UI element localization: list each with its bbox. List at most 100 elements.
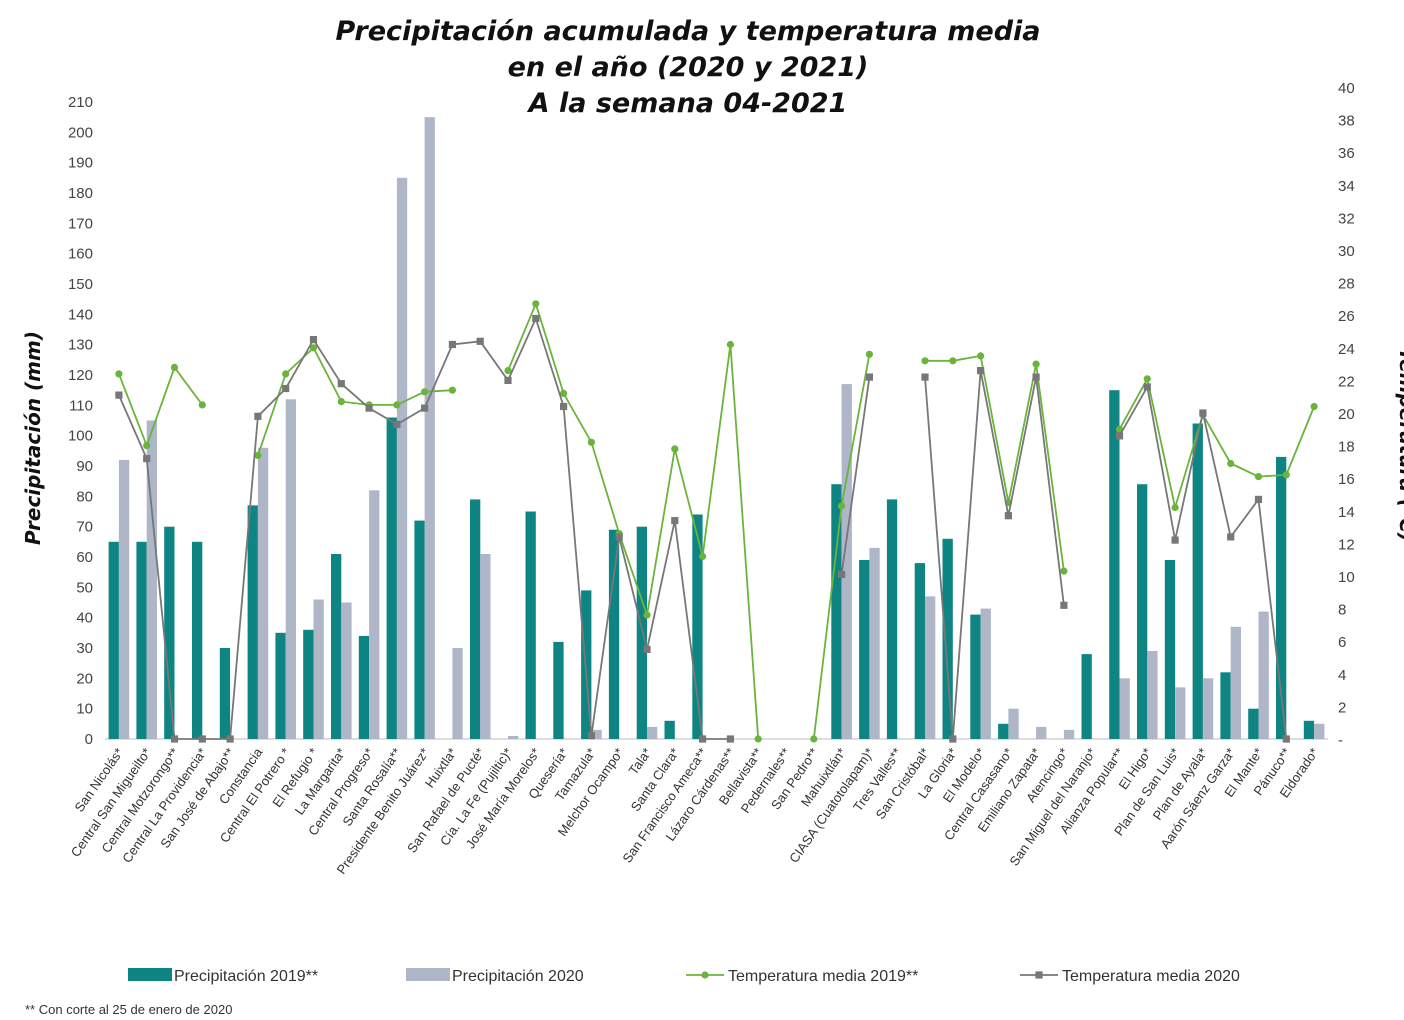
point-temp-2019 [309, 344, 318, 352]
bar-precip-2020 [146, 420, 157, 739]
y2-tick-label: 6 [1338, 634, 1346, 651]
y2-tick-label: 36 [1338, 145, 1355, 162]
point-temp-2020 [476, 337, 484, 345]
point-temp-2019 [532, 300, 540, 308]
y2-tick-label: 10 [1338, 569, 1355, 586]
y-tick-label: 40 [76, 610, 93, 627]
y-tick-label: 80 [76, 488, 93, 505]
y2-tick-label: 12 [1338, 536, 1355, 553]
point-temp-2020 [1227, 533, 1235, 541]
point-temp-2020 [1171, 536, 1179, 544]
bar-precip-2019 [636, 526, 647, 739]
line-temp-2019 [507, 301, 760, 740]
bar-precip-2019 [914, 563, 925, 739]
line-temp-2019 [257, 346, 453, 456]
point-temp-2020 [838, 570, 846, 578]
point-temp-2020 [1115, 432, 1124, 440]
point-temp-2020 [448, 340, 456, 349]
point-temp-2019 [754, 735, 762, 743]
point-temp-2019 [671, 445, 679, 453]
bar-precip-2020 [1175, 687, 1186, 739]
y2-tick-label: 22 [1338, 373, 1355, 390]
bar-precip-2019 [942, 538, 953, 739]
bar-precip-2019 [275, 632, 286, 739]
y2-tick-label: 20 [1338, 406, 1355, 423]
bar-precip-2020 [1314, 723, 1325, 739]
bar-precip-2019 [136, 541, 147, 739]
bar-precip-2020 [341, 602, 352, 739]
point-temp-2020 [532, 314, 540, 323]
bar-precip-2020 [869, 547, 880, 739]
footnote: ** Con corte al 25 de enero de 2020 [25, 1002, 232, 1017]
y2-tick-label: 4 [1338, 667, 1346, 684]
y2-tick-label: 14 [1338, 504, 1355, 521]
point-temp-2019 [1143, 375, 1151, 383]
point-temp-2019 [254, 451, 262, 459]
point-temp-2019 [1310, 402, 1318, 411]
point-temp-2019 [865, 350, 874, 358]
y2-tick-label: 38 [1338, 113, 1355, 130]
y-tick-label: 70 [76, 519, 93, 536]
point-temp-2020 [421, 404, 429, 412]
bar-precip-2019 [859, 560, 870, 739]
y-tick-label: 110 [69, 397, 93, 414]
bar-precip-2020 [508, 736, 519, 739]
point-temp-2020 [587, 732, 595, 740]
y-axis-ticks: 0 10 20 30 40 50 60 70 80 90 100 110 120 130 140 150 160… [68, 94, 93, 748]
point-temp-2020 [365, 404, 373, 412]
chart-title-line-2: en el año (2020 y 2021) [508, 52, 869, 83]
bar-precip-2020 [1036, 726, 1047, 739]
chart-title-line-1: Precipitación acumulada y temperatura me… [335, 16, 1040, 47]
legend-label: Temperatura media 2019** [728, 968, 918, 985]
bar-precip-2019 [1137, 484, 1148, 739]
bar-precip-2019 [1276, 456, 1287, 739]
point-temp-2019 [170, 363, 179, 371]
point-temp-2019 [448, 386, 456, 394]
bar-precip-2020 [980, 608, 991, 739]
line-temp-2019 [118, 365, 204, 449]
point-temp-2019 [282, 370, 290, 378]
point-temp-2020 [671, 517, 679, 525]
point-temp-2019 [1227, 459, 1235, 468]
y-tick-label: 120 [68, 367, 93, 384]
chart-title: Precipitación acumulada y temperatura me… [335, 16, 1040, 119]
bar-precip-2019 [1164, 560, 1176, 739]
bar-precip-2020 [1008, 708, 1019, 739]
point-temp-2020 [1254, 495, 1263, 503]
line-series [115, 300, 1318, 743]
bar-precip-2019 [1220, 672, 1231, 739]
point-temp-2019 [393, 401, 401, 409]
bar-precip-2020 [1202, 678, 1214, 739]
bar-precip-2020 [396, 177, 408, 740]
bar-precip-2020 [424, 117, 435, 739]
bar-precip-2019 [1109, 390, 1120, 739]
y-tick-label: 170 [68, 215, 93, 232]
point-temp-2020 [726, 735, 734, 743]
line-temp-2019 [925, 354, 1065, 572]
point-temp-2019 [810, 735, 818, 743]
y-tick-label: 160 [68, 246, 93, 263]
point-temp-2019 [421, 388, 429, 396]
bar-precip-2019 [331, 554, 342, 739]
point-temp-2019 [115, 370, 123, 378]
legend-marker [1035, 971, 1043, 979]
bar-precip-2019 [608, 529, 620, 739]
point-temp-2019 [838, 502, 846, 510]
y-tick-label: 100 [68, 428, 93, 445]
y2-tick-label: 2 [1338, 699, 1346, 716]
bar-precip-2020 [1119, 678, 1130, 739]
y2-tick-label: 32 [1338, 210, 1355, 227]
point-temp-2019 [726, 340, 735, 349]
y2-tick-label: 16 [1338, 471, 1355, 488]
y2-tick-label: 26 [1338, 308, 1355, 325]
y-axis-title: Precipitación (mm) [21, 331, 45, 545]
point-temp-2019 [1171, 503, 1179, 512]
point-temp-2019 [921, 357, 929, 365]
line-temp-2020 [924, 370, 1065, 740]
y-tick-label: 50 [76, 579, 93, 596]
legend-label: Precipitación 2019** [174, 968, 318, 985]
point-temp-2020 [198, 735, 206, 743]
bar-precip-2019 [970, 614, 981, 739]
point-temp-2020 [699, 735, 707, 743]
